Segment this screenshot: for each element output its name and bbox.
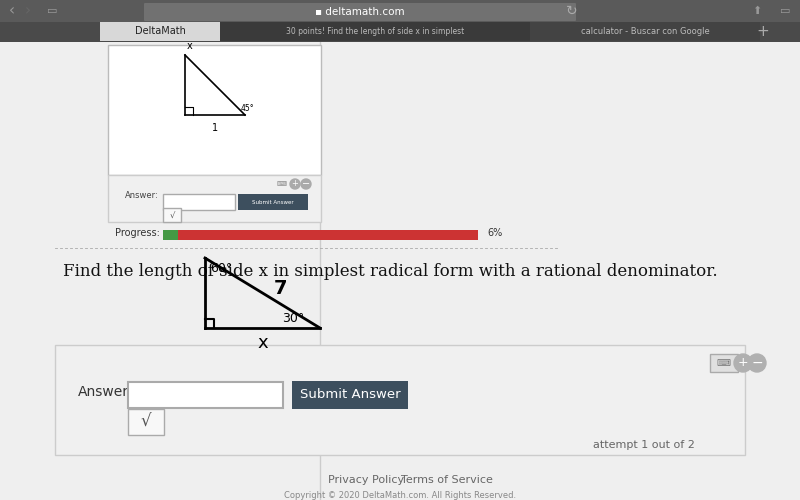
Text: attempt 1 out of 2: attempt 1 out of 2 (593, 440, 695, 450)
Text: +: + (757, 24, 770, 38)
Text: ▭: ▭ (46, 6, 58, 16)
FancyBboxPatch shape (128, 382, 283, 408)
FancyBboxPatch shape (0, 22, 800, 42)
Text: ▭: ▭ (780, 6, 790, 16)
Text: −: − (751, 356, 763, 370)
FancyBboxPatch shape (108, 175, 321, 222)
Text: ↻: ↻ (566, 4, 578, 18)
FancyBboxPatch shape (238, 194, 308, 210)
Text: Privacy Policy: Privacy Policy (328, 475, 404, 485)
FancyBboxPatch shape (55, 345, 745, 455)
Text: +: + (738, 356, 748, 370)
FancyBboxPatch shape (100, 22, 220, 41)
Text: Terms of Service: Terms of Service (401, 475, 493, 485)
Text: 30 points! Find the length of side x in simplest: 30 points! Find the length of side x in … (286, 26, 464, 36)
Text: −: − (302, 179, 310, 189)
FancyBboxPatch shape (0, 42, 800, 500)
Text: Submit Answer: Submit Answer (252, 200, 294, 204)
Text: √: √ (170, 210, 174, 220)
Text: Copyright © 2020 DeltaMath.com. All Rights Reserved.: Copyright © 2020 DeltaMath.com. All Righ… (284, 490, 516, 500)
Text: DeltaMath: DeltaMath (134, 26, 186, 36)
FancyBboxPatch shape (530, 22, 760, 41)
Circle shape (301, 179, 311, 189)
Text: Find the length of side x in simplest radical form with a rational denominator.: Find the length of side x in simplest ra… (63, 264, 718, 280)
Text: √: √ (141, 413, 151, 431)
Circle shape (748, 354, 766, 372)
FancyBboxPatch shape (292, 381, 408, 409)
Text: ▪ deltamath.com: ▪ deltamath.com (315, 7, 405, 17)
Text: 30°: 30° (282, 312, 304, 325)
FancyBboxPatch shape (144, 3, 576, 21)
Text: Submit Answer: Submit Answer (300, 388, 400, 402)
FancyBboxPatch shape (163, 208, 181, 222)
FancyBboxPatch shape (220, 22, 530, 41)
Text: ⬆: ⬆ (752, 6, 762, 16)
FancyBboxPatch shape (108, 45, 321, 175)
Text: x: x (257, 334, 268, 352)
FancyBboxPatch shape (163, 194, 235, 210)
FancyBboxPatch shape (0, 0, 800, 22)
Circle shape (290, 179, 300, 189)
Text: ‹: ‹ (9, 4, 15, 18)
Text: x: x (187, 41, 193, 51)
Text: 1: 1 (212, 123, 218, 133)
FancyBboxPatch shape (178, 230, 478, 240)
Text: Answer:: Answer: (78, 385, 134, 399)
Text: 7: 7 (274, 278, 287, 297)
FancyBboxPatch shape (128, 409, 164, 435)
Text: 60°: 60° (210, 262, 232, 275)
FancyBboxPatch shape (710, 354, 738, 372)
Text: ⌨: ⌨ (717, 358, 731, 368)
Text: Answer:: Answer: (125, 192, 158, 200)
Text: +: + (291, 180, 298, 188)
FancyBboxPatch shape (163, 230, 178, 240)
Text: Progress:: Progress: (115, 228, 160, 238)
Text: 6%: 6% (487, 228, 502, 238)
Circle shape (734, 354, 752, 372)
Text: calculator - Buscar con Google: calculator - Buscar con Google (581, 26, 710, 36)
Text: ⌨: ⌨ (277, 181, 287, 187)
Text: ›: › (25, 4, 31, 18)
Text: 45°: 45° (241, 104, 254, 113)
